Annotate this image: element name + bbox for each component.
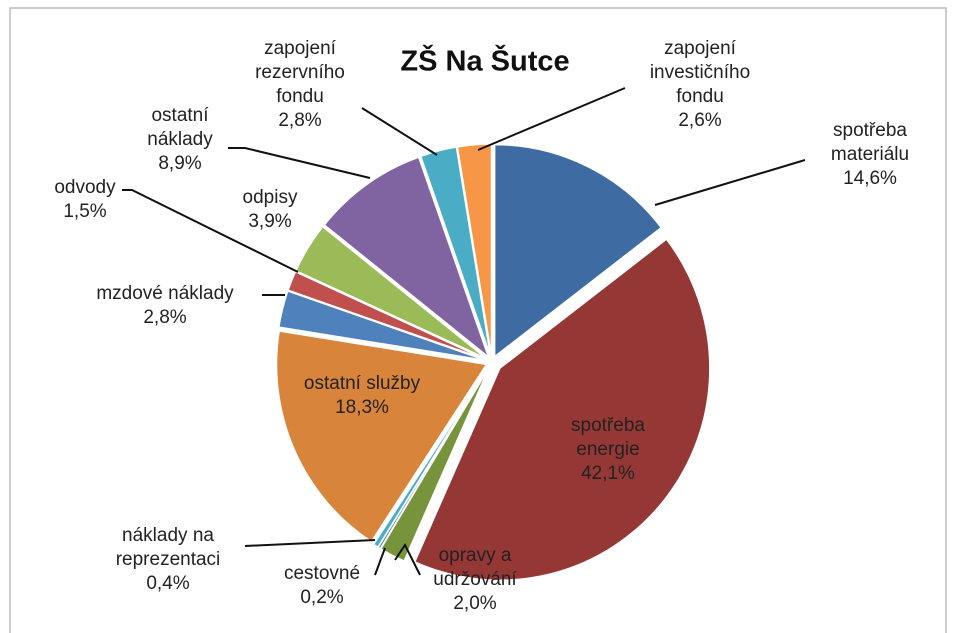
slice-value: 0,4% bbox=[146, 573, 190, 594]
pie-slice bbox=[277, 290, 487, 362]
frame bbox=[9, 7, 947, 633]
slice-name: mzdové náklady bbox=[96, 283, 234, 304]
slice-label: spotřeba materiálu 14,6% bbox=[810, 119, 930, 191]
slice-label: ostatní služby 18,3% bbox=[277, 372, 447, 420]
leader-line bbox=[374, 547, 386, 576]
slice-value: 3,9% bbox=[248, 211, 292, 232]
slice-name: odvody bbox=[54, 177, 116, 198]
slice-value: 2,8% bbox=[143, 307, 187, 328]
pie-slice bbox=[413, 238, 711, 581]
slice-name: zapojení investičního fondu bbox=[649, 38, 751, 107]
leader-lines bbox=[122, 87, 806, 576]
slice-label: spotřeba energie 42,1% bbox=[553, 414, 663, 486]
slice-value: 2,0% bbox=[453, 593, 497, 614]
leader-line bbox=[394, 543, 421, 576]
slice-label: mzdové náklady 2,8% bbox=[65, 282, 265, 330]
leader-line bbox=[244, 539, 376, 547]
slice-label: ostatní náklady 8,9% bbox=[125, 104, 235, 176]
pie-slice bbox=[372, 366, 490, 549]
chart-title: ZŠ Na Šutce bbox=[400, 45, 570, 78]
slice-name: ostatní služby bbox=[303, 373, 421, 394]
slice-name: opravy a udržování bbox=[433, 545, 517, 590]
slice-label: odvody 1,5% bbox=[40, 176, 130, 224]
slice-label: zapojení rezervního fondu 2,8% bbox=[240, 37, 360, 133]
leader-line bbox=[361, 107, 438, 156]
slice-label: náklady na reprezentaci 0,4% bbox=[98, 524, 238, 596]
leader-line bbox=[228, 147, 371, 179]
slice-name: ostatní náklady bbox=[147, 105, 213, 150]
slice-name: zapojení rezervního fondu bbox=[255, 38, 345, 107]
slice-label: cestovné 0,2% bbox=[267, 562, 377, 610]
slice-value: 2,8% bbox=[278, 110, 322, 131]
slice-label: opravy a udržování 2,0% bbox=[415, 544, 535, 616]
slice-name: cestovné bbox=[283, 563, 361, 584]
pie-slice bbox=[419, 146, 492, 357]
leader-line bbox=[654, 159, 806, 206]
pie-slice bbox=[323, 156, 491, 360]
slice-value: 1,5% bbox=[63, 201, 107, 222]
slice-value: 2,6% bbox=[678, 110, 722, 131]
pie-slice bbox=[275, 330, 488, 543]
slice-value: 0,2% bbox=[300, 587, 344, 608]
slice-value: 8,9% bbox=[158, 153, 202, 174]
leader-line bbox=[122, 189, 299, 273]
slice-name: spotřeba materiálu bbox=[830, 120, 910, 165]
slice-value: 42,1% bbox=[581, 463, 635, 484]
slice-name: odpisy bbox=[242, 187, 298, 208]
slice-name: náklady na reprezentaci bbox=[115, 525, 221, 570]
slice-name: spotřeba energie bbox=[571, 415, 645, 460]
slice-label: odpisy 3,9% bbox=[225, 186, 315, 234]
pie-slice bbox=[493, 143, 663, 359]
leader-line bbox=[477, 87, 626, 151]
slice-value: 18,3% bbox=[335, 397, 389, 418]
slice-label: zapojení investičního fondu 2,6% bbox=[630, 37, 770, 133]
slice-value: 14,6% bbox=[843, 168, 897, 189]
